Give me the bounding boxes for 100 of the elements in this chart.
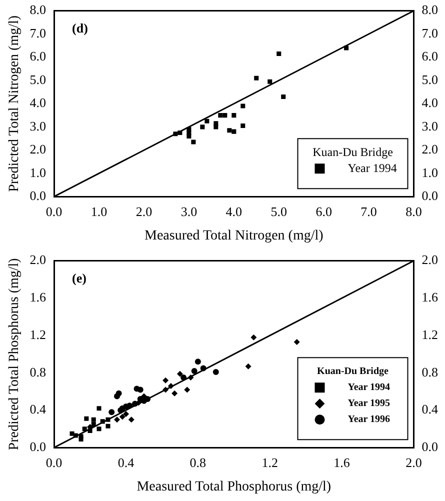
y2-tick-label: 0.0 — [422, 439, 438, 454]
x-tick-label: 0.0 — [46, 454, 62, 470]
point — [240, 104, 246, 108]
point — [84, 416, 89, 421]
point — [180, 374, 187, 381]
y-tick-label: 0.0 — [30, 188, 46, 204]
point — [254, 76, 259, 80]
y2-tick-label: 4.0 — [422, 95, 438, 110]
point — [144, 396, 151, 402]
x-tick-label: 1.2 — [262, 454, 278, 470]
y2-tick-label: 7.0 — [422, 25, 438, 40]
y2-tick-label: 1.6 — [422, 290, 438, 305]
point — [114, 416, 120, 423]
x-tick-label: 8.0 — [406, 204, 422, 219]
legend-label: Year 1996 — [348, 414, 390, 426]
point — [232, 113, 236, 118]
legend-title: Kuan-Du Bridge — [317, 366, 390, 378]
point — [73, 433, 78, 438]
y2-tick-label: 6.0 — [422, 48, 438, 64]
point — [200, 124, 205, 130]
point — [186, 134, 192, 138]
x-tick-label: 0.8 — [190, 454, 206, 470]
x-tick-label: 0.0 — [46, 204, 62, 219]
point — [227, 128, 232, 133]
point — [91, 417, 96, 422]
point — [173, 132, 178, 136]
legend-label: Year 1994 — [348, 382, 390, 394]
point — [178, 130, 182, 135]
y2-tick-label: 2.0 — [422, 252, 438, 268]
point — [128, 416, 134, 423]
y2-tick-label: 1.0 — [422, 164, 438, 180]
y-tick-label: 1.6 — [30, 290, 47, 305]
point — [100, 419, 105, 424]
legend-label: Year 1995 — [348, 398, 390, 410]
y2-tick-label: 8.0 — [422, 2, 438, 18]
point — [214, 124, 218, 130]
y-tick-label: 5.0 — [30, 72, 46, 87]
point — [250, 334, 257, 340]
y2-tick-label: 1.2 — [422, 326, 438, 342]
point — [232, 129, 236, 134]
y2-tick-label: 3.0 — [422, 118, 438, 134]
point — [344, 46, 349, 50]
y-tick-label: 1.0 — [30, 164, 46, 180]
y2-tick-label: 0.4 — [422, 402, 438, 417]
y2-tick-label: 5.0 — [422, 72, 438, 87]
point — [172, 390, 178, 396]
point — [188, 374, 194, 381]
x-tick-label: 0.4 — [118, 454, 135, 470]
point — [126, 402, 133, 409]
point — [78, 434, 84, 439]
x-tick-label: 6.0 — [316, 204, 332, 219]
point — [200, 365, 206, 372]
y-tick-label: 0.0 — [30, 439, 46, 454]
point — [204, 118, 210, 124]
point — [122, 410, 129, 417]
annotation: (d) — [72, 20, 88, 36]
point — [245, 363, 252, 370]
y-axis-title: Predicted Total Nitrogen (mg/l) — [7, 15, 22, 192]
point — [276, 52, 282, 56]
annotation: (e) — [72, 270, 86, 286]
point — [82, 426, 87, 432]
y-axis-title: Predicted Total Phosphorus (mg/l) — [7, 258, 22, 450]
point — [91, 422, 96, 427]
x-tick-label: 3.0 — [180, 204, 198, 219]
point — [168, 382, 174, 389]
x-tick-label: 2.0 — [406, 454, 422, 470]
point — [162, 386, 169, 393]
y-tick-label: 6.0 — [30, 48, 46, 64]
point — [176, 370, 183, 377]
y-tick-label: 7.0 — [30, 25, 46, 40]
y2-tick-label: 2.0 — [422, 142, 438, 157]
y-tick-label: 8.0 — [30, 2, 46, 18]
x-axis-title: Measured Total Phosphorus (mg/l) — [136, 479, 332, 494]
point — [240, 124, 246, 128]
y-tick-label: 4.0 — [30, 95, 46, 110]
x-tick-label: 4.0 — [226, 204, 242, 219]
point — [218, 113, 223, 118]
point — [96, 406, 102, 411]
x-tick-label: 5.0 — [270, 204, 287, 219]
legend-title: Kuan-Du Bridge — [312, 144, 393, 159]
point — [108, 409, 115, 416]
y2-tick-label: 0.0 — [422, 188, 438, 204]
y-tick-label: 2.0 — [30, 252, 46, 268]
point — [281, 94, 286, 99]
y2-tick-label: 0.8 — [422, 364, 438, 380]
y-tick-label: 3.0 — [30, 118, 46, 134]
point — [106, 424, 110, 428]
legend-label: Year 1994 — [348, 160, 397, 175]
x-axis-title: Measured Total Nitrogen (mg/l) — [144, 228, 324, 244]
y-tick-label: 0.8 — [30, 364, 46, 380]
point — [162, 377, 169, 384]
point — [194, 358, 201, 365]
point — [268, 79, 272, 84]
x-tick-label: 1.0 — [90, 204, 108, 219]
point — [116, 390, 122, 396]
point — [222, 113, 228, 118]
point — [106, 417, 110, 422]
point — [294, 339, 300, 346]
point — [88, 428, 92, 434]
point — [191, 368, 198, 374]
